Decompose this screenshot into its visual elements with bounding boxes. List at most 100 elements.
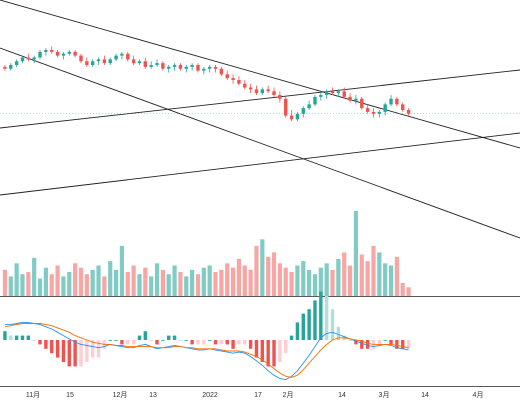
- macd-histogram-bar: [155, 340, 159, 345]
- volume-bar: [102, 276, 107, 296]
- candle: [243, 80, 247, 90]
- trendline-rising-resistance[interactable]: [0, 69, 520, 129]
- macd-histogram-bar: [9, 335, 13, 340]
- volume-bar: [283, 267, 288, 296]
- macd-histogram-bar: [237, 340, 241, 345]
- candle-body: [248, 87, 253, 90]
- volume-bar: [225, 263, 230, 296]
- candle-body: [389, 98, 393, 105]
- candle-body: [324, 91, 329, 95]
- macd-histogram-bar: [389, 340, 393, 345]
- trendline-rising-support[interactable]: [0, 132, 520, 196]
- volume-bar: [160, 269, 165, 296]
- candle: [178, 63, 183, 71]
- candle: [330, 87, 335, 95]
- volume-bar: [359, 254, 364, 296]
- volume-bar: [61, 276, 66, 296]
- candle: [284, 96, 288, 118]
- x-tick-label: 2022: [202, 392, 218, 399]
- candle: [289, 110, 294, 122]
- macd-histogram-bar: [254, 340, 259, 358]
- volume-bar: [336, 258, 341, 296]
- candle: [90, 59, 95, 67]
- volume-bar: [73, 263, 78, 296]
- macd-histogram-bar: [184, 340, 188, 341]
- candle: [354, 95, 358, 105]
- macd-histogram-bar: [38, 340, 42, 345]
- volume-bar: [131, 265, 136, 296]
- macd-histogram-bar: [289, 335, 294, 340]
- x-tick-label: 14: [421, 392, 429, 399]
- volume-bar: [353, 211, 359, 296]
- candle-body: [172, 65, 177, 67]
- volume-bar: [213, 272, 218, 296]
- candle-body: [167, 66, 171, 69]
- macd-histogram-bar: [85, 340, 89, 362]
- candle-body: [237, 80, 241, 84]
- candle-body: [38, 51, 42, 58]
- candle-body: [55, 51, 60, 56]
- candle-body: [178, 65, 183, 69]
- candle: [395, 96, 399, 107]
- candle-body: [354, 98, 358, 101]
- volume-bar: [78, 267, 84, 296]
- candle: [360, 96, 364, 110]
- candle: [307, 100, 311, 110]
- candle-body: [336, 91, 341, 94]
- macd-histogram-bar: [295, 322, 300, 340]
- candle-body: [90, 61, 95, 65]
- candle: [406, 108, 411, 116]
- trendline-upper-channel[interactable]: [0, 0, 520, 149]
- macd-histogram-bar: [307, 309, 311, 340]
- volume-bar: [14, 263, 19, 296]
- candle: [102, 55, 107, 65]
- volume-bar: [149, 276, 154, 296]
- candle-body: [114, 55, 118, 60]
- volume-bar: [43, 267, 48, 296]
- candle-body: [202, 68, 206, 71]
- macd-histogram-bar: [26, 335, 31, 340]
- candle-body: [184, 66, 188, 69]
- volume-bar: [248, 269, 253, 296]
- candle-body: [266, 89, 270, 92]
- x-tick-label: 3月: [379, 391, 390, 399]
- volume-bar: [312, 274, 318, 296]
- candle-body: [96, 59, 101, 62]
- volume-bar: [307, 269, 312, 296]
- candle-body: [9, 65, 13, 69]
- volume-bar: [143, 267, 148, 296]
- macd-histogram-bar: [313, 300, 317, 340]
- volume-bar: [330, 269, 335, 296]
- volume-bar: [26, 272, 31, 296]
- candle-body: [102, 59, 107, 64]
- candle: [120, 51, 124, 60]
- volume-bar: [67, 272, 72, 296]
- candle: [126, 51, 130, 62]
- x-axis-group: 11月 15 12月 13 2022 17 2月 14 3月 14 4月: [26, 391, 484, 399]
- candle: [389, 95, 393, 107]
- candle: [55, 50, 60, 58]
- volume-bar: [277, 263, 282, 296]
- x-tick-label: 2月: [283, 391, 294, 399]
- volume-bar: [37, 278, 43, 296]
- macd-histogram-bar: [32, 340, 36, 341]
- trendline-lower-channel[interactable]: [0, 47, 520, 239]
- volume-bar: [20, 274, 25, 296]
- x-tick-label: 14: [338, 392, 346, 399]
- macd-histogram-bar: [131, 340, 136, 345]
- candle: [213, 65, 218, 73]
- candle: [219, 66, 224, 77]
- macd-histogram-bar: [178, 340, 183, 341]
- candle: [377, 110, 382, 118]
- macd-histogram-bar: [319, 291, 323, 340]
- macd-histogram-bar: [284, 340, 288, 354]
- candle-body: [383, 104, 387, 112]
- candle: [272, 87, 276, 97]
- volume-bar: [166, 274, 171, 296]
- candle: [172, 63, 177, 71]
- candle: [225, 70, 229, 80]
- macd-histogram-bar: [114, 340, 118, 341]
- candle: [207, 65, 212, 73]
- candle-body: [365, 108, 370, 112]
